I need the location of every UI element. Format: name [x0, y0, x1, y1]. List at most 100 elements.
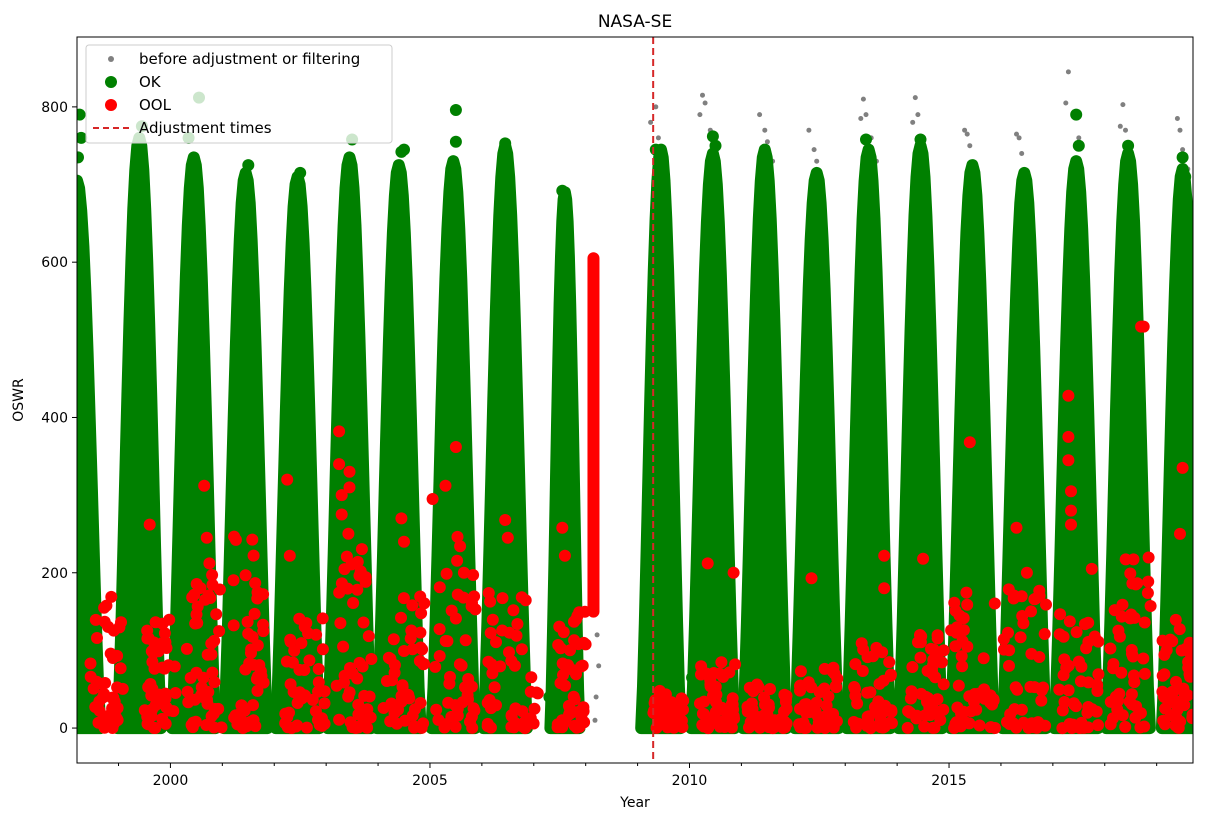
ool-point	[1067, 697, 1080, 710]
ool-point	[359, 714, 372, 727]
gray-point	[967, 143, 973, 149]
ool-point	[1032, 716, 1044, 729]
x-tick-label: 2015	[931, 773, 967, 789]
ool-point	[723, 666, 736, 679]
ool-point	[528, 702, 541, 715]
ool-point	[105, 590, 118, 603]
ool-point	[1179, 642, 1192, 655]
x-axis: 2000 2005 2010 2015	[118, 763, 1158, 789]
ool-point	[1112, 624, 1125, 637]
ool-point	[451, 530, 464, 543]
ool-point	[1062, 389, 1075, 402]
ool-point	[1029, 592, 1042, 605]
ok-point	[706, 130, 719, 143]
ool-point	[241, 615, 254, 628]
ok-point	[449, 135, 462, 148]
ool-point	[879, 702, 892, 715]
ool-point	[1056, 704, 1069, 717]
ool-point	[84, 657, 97, 670]
ool-point	[484, 721, 497, 734]
ool-point	[1010, 521, 1023, 534]
ool-point	[501, 531, 514, 544]
gray-point	[1177, 127, 1183, 133]
ool-point	[1127, 669, 1140, 682]
ool-point	[382, 651, 395, 664]
ool-point	[288, 644, 301, 657]
ool-point	[911, 709, 924, 722]
ool-point	[146, 656, 159, 668]
ool-point	[1003, 659, 1015, 672]
ool-point	[1004, 708, 1017, 721]
ool-point	[931, 629, 944, 642]
ool-point	[457, 566, 470, 579]
gray-point	[1117, 123, 1123, 129]
ool-point	[1040, 598, 1052, 611]
ool-point	[351, 583, 364, 596]
ool-point	[395, 695, 408, 708]
ool-point	[1142, 575, 1155, 588]
ok-point	[758, 151, 771, 164]
ool-point	[1075, 660, 1088, 673]
ool-point	[350, 721, 363, 734]
ool-point	[1082, 616, 1095, 629]
y-axis: 0 200 400 600 800	[41, 100, 77, 737]
ool-point	[1028, 681, 1041, 694]
ool-point	[462, 673, 475, 685]
ool-point	[918, 720, 931, 733]
gray-point	[1019, 151, 1025, 156]
gray-point	[1065, 69, 1071, 75]
ool-point	[762, 698, 775, 711]
gray-point	[915, 112, 921, 118]
ool-point	[439, 479, 452, 492]
ool-point	[1166, 635, 1179, 648]
ool-point	[827, 661, 840, 674]
ool-point	[318, 685, 331, 698]
ool-point	[1003, 718, 1016, 730]
ool-point	[701, 557, 714, 570]
ool-point	[247, 549, 260, 562]
ool-point	[397, 592, 410, 605]
ool-point	[931, 693, 944, 706]
ool-point	[486, 613, 499, 626]
ok-point	[499, 137, 512, 150]
ool-point	[1137, 320, 1150, 333]
ool-point	[657, 708, 670, 721]
ok-season	[892, 139, 949, 735]
ool-point	[1067, 718, 1079, 731]
ool-point	[861, 651, 874, 664]
ool-point	[554, 642, 567, 655]
y-tick-label: 600	[41, 255, 68, 271]
gray-point	[596, 663, 602, 669]
ok-season	[371, 159, 427, 735]
ool-point	[1054, 608, 1067, 621]
ool-point	[1138, 667, 1151, 680]
legend-label-ool: OOL	[139, 96, 172, 114]
ool-point	[114, 662, 127, 675]
ool-point	[247, 699, 259, 712]
y-tick-label: 200	[41, 566, 68, 582]
ool-point	[1025, 605, 1037, 618]
gray-point	[1174, 116, 1180, 121]
ool-point	[206, 569, 219, 581]
ool-point	[141, 632, 154, 645]
ool-point	[818, 682, 831, 695]
ool-point	[433, 623, 446, 636]
ool-point	[342, 527, 355, 540]
ool-column	[587, 252, 600, 618]
ool-point	[1157, 714, 1170, 727]
ok-point	[77, 131, 88, 144]
ool-point	[98, 710, 111, 723]
ool-point	[335, 489, 348, 502]
ool-point	[203, 557, 216, 570]
ool-point	[1088, 630, 1101, 643]
gray-point	[648, 119, 654, 125]
ool-point	[1142, 551, 1155, 564]
ool-point	[281, 473, 294, 486]
legend-box	[85, 44, 393, 144]
ool-point	[955, 650, 968, 663]
ool-point	[851, 697, 864, 710]
ool-point	[444, 670, 456, 683]
ool-point	[449, 612, 462, 625]
ool-point	[248, 607, 261, 620]
ool-point	[525, 671, 538, 684]
